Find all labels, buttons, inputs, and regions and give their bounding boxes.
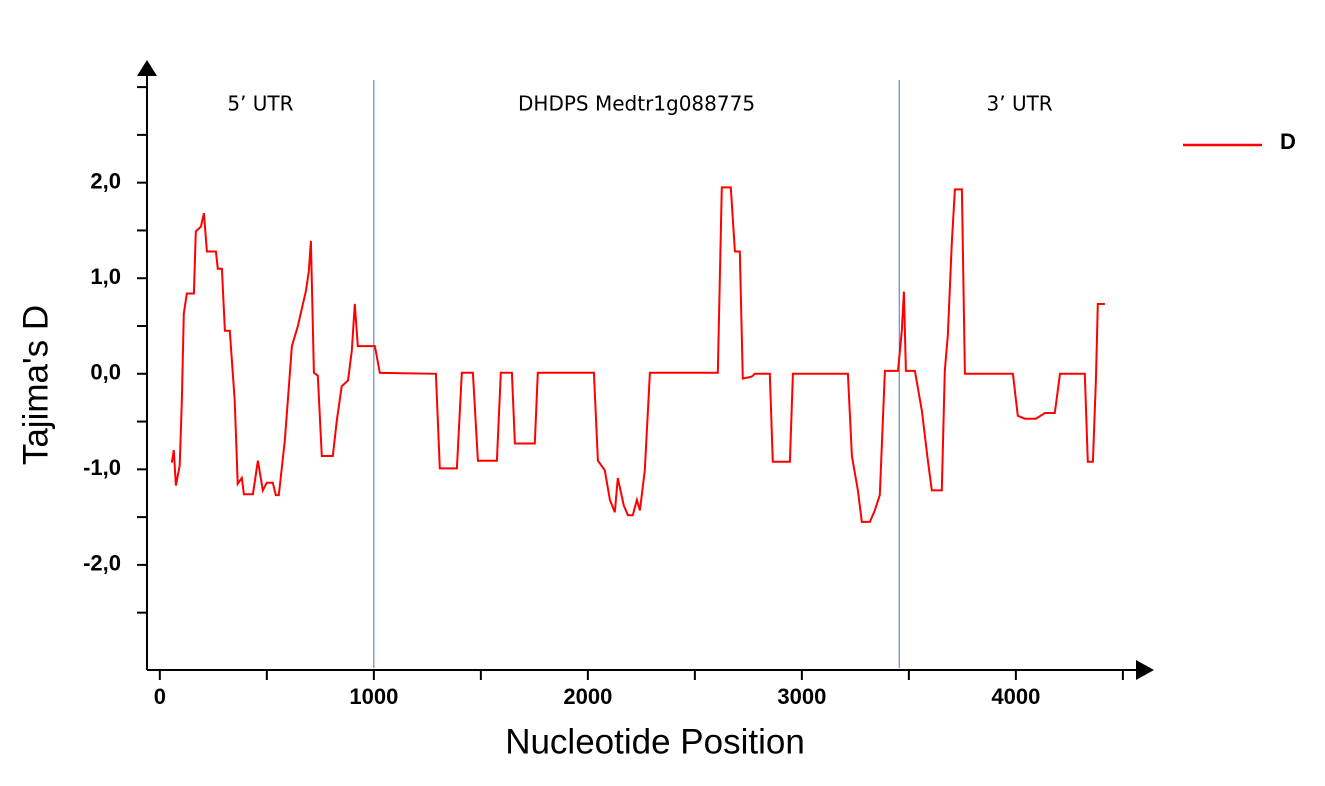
y-tick-label: 1,0 [90,264,121,289]
x-axis-arrow [1136,660,1154,680]
y-axis-title: Tajima's D [16,305,55,465]
region-label: DHDPS Medtr1g088775 [518,92,755,116]
y-tick-label: -2,0 [83,551,121,576]
y-tick-label: 2,0 [90,168,121,193]
data-line [170,186,1105,523]
region-label: 3’ UTR [987,92,1053,116]
region-label: 5’ UTR [227,92,293,116]
y-tick-label: 0,0 [90,360,121,385]
x-tick-label: 1000 [349,684,398,709]
x-tick-label: 0 [154,684,166,709]
x-axis-title: Nucleotide Position [505,722,805,761]
legend-label: D [1280,129,1296,154]
y-tick-label: -1,0 [83,455,121,480]
y-axis-arrow [137,60,157,76]
x-tick-label: 2000 [563,684,612,709]
x-tick-label: 4000 [991,684,1040,709]
x-tick-label: 3000 [777,684,826,709]
